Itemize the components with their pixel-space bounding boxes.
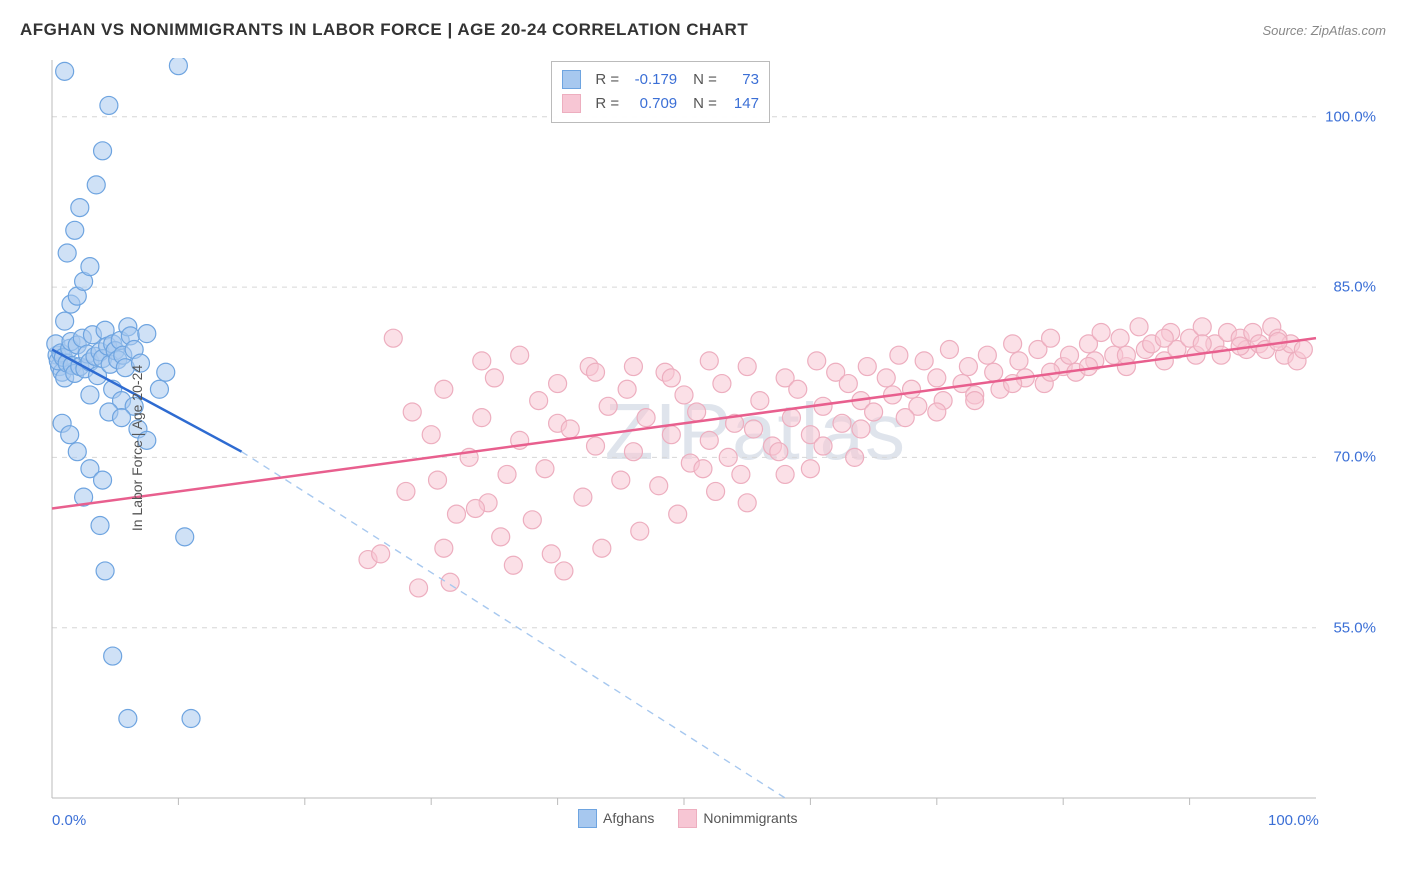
- legend-swatch: [562, 94, 581, 113]
- x-tick-label: 100.0%: [1268, 812, 1319, 829]
- legend-n-value: 147: [725, 92, 759, 116]
- legend-label: Nonimmigrants: [703, 810, 797, 826]
- legend-item-afghans: Afghans: [578, 810, 654, 829]
- legend-swatch: [562, 70, 581, 89]
- legend-r-value: -0.179: [627, 68, 677, 92]
- legend-item-nonimmigrants: Nonimmigrants: [678, 810, 797, 829]
- y-tick-label: 85.0%: [1329, 279, 1376, 296]
- scatter-chart: [46, 58, 1376, 838]
- legend-r-value: 0.709: [627, 92, 677, 116]
- legend-n-value: 73: [725, 68, 759, 92]
- correlation-legend: R = -0.179 N = 73 R = 0.709 N = 147: [551, 61, 770, 123]
- legend-n-label: N =: [693, 92, 717, 116]
- legend-n-label: N =: [693, 68, 717, 92]
- legend-row-nonimmigrants: R = 0.709 N = 147: [562, 92, 759, 116]
- y-axis-label: In Labor Force | Age 20-24: [129, 365, 145, 531]
- legend-swatch: [578, 809, 597, 828]
- y-tick-label: 100.0%: [1321, 108, 1376, 125]
- legend-swatch: [678, 809, 697, 828]
- y-tick-label: 70.0%: [1329, 449, 1376, 466]
- chart-title: AFGHAN VS NONIMMIGRANTS IN LABOR FORCE |…: [20, 20, 748, 40]
- legend-row-afghans: R = -0.179 N = 73: [562, 68, 759, 92]
- legend-r-label: R =: [595, 68, 619, 92]
- y-tick-label: 55.0%: [1329, 619, 1376, 636]
- legend-label: Afghans: [603, 810, 654, 826]
- series-legend: Afghans Nonimmigrants: [578, 810, 798, 829]
- chart-source: Source: ZipAtlas.com: [1262, 23, 1386, 38]
- x-tick-label: 0.0%: [52, 812, 86, 829]
- legend-r-label: R =: [595, 92, 619, 116]
- chart-header: AFGHAN VS NONIMMIGRANTS IN LABOR FORCE |…: [20, 20, 1386, 40]
- plot-area: ZIPatlas In Labor Force | Age 20-24 55.0…: [46, 58, 1376, 838]
